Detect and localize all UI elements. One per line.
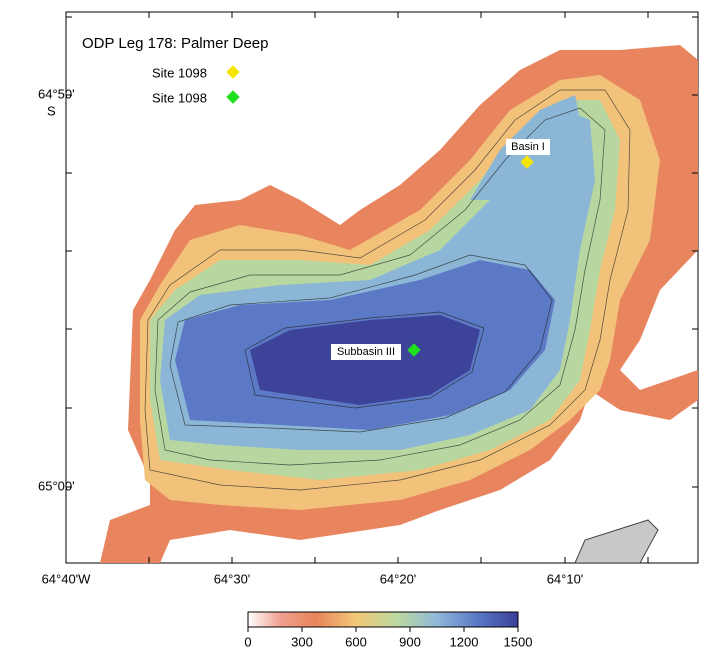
colorbar-tick-label: 300 [291,634,313,649]
label-box [506,139,550,155]
legend-label: Site 1098 [152,90,207,105]
label-box [331,344,401,360]
frame-ticks [66,12,698,563]
site-marker [407,343,421,357]
legend-marker [226,90,240,104]
place-label: Basin I [511,141,545,153]
place-label: Subbasin III [337,346,395,358]
latitude-label: 64°50' [38,86,75,101]
colorbar-tick-label: 0 [244,634,251,649]
longitude-label: 64°20' [380,571,417,586]
colorbar-tick-label: 1500 [504,634,533,649]
colorbar-tick-label: 600 [345,634,367,649]
colorbar-tick-label: 1200 [450,634,479,649]
longitude-label: 64°40'W [42,571,92,586]
site-marker [520,155,534,169]
latitude-label: 65°00' [38,478,75,493]
longitude-label: 64°10' [547,571,584,586]
legend-marker [226,65,240,79]
map-title: ODP Leg 178: Palmer Deep [82,35,269,52]
colorbar [247,611,519,628]
latitude-label: S [47,103,56,118]
colorbar-tick-label: 900 [399,634,421,649]
legend-label: Site 1098 [152,65,207,80]
land [574,519,659,563]
longitude-label: 64°30' [214,571,251,586]
